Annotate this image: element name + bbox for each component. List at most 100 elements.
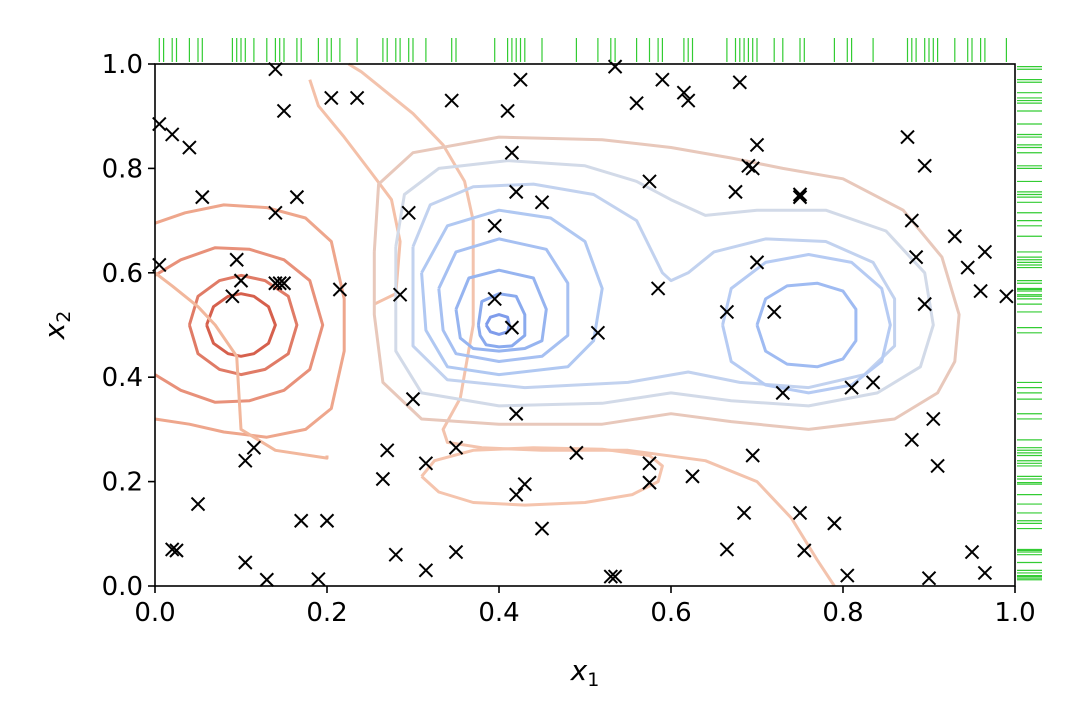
data-point-69 [736, 505, 752, 521]
data-point-66 [719, 542, 735, 557]
data-point-58 [642, 456, 657, 471]
y-axis-label-sub: 2 [53, 311, 75, 323]
x-tick-label-2: 0.4 [478, 598, 519, 628]
data-point-stroke [607, 59, 623, 74]
y-tick-label-5: 1.0 [102, 50, 143, 80]
data-point-stroke [607, 569, 623, 584]
data-point-stroke [534, 195, 550, 210]
data-point-27 [349, 90, 365, 106]
data-point-43 [504, 320, 520, 335]
contour-line-5 [308, 79, 402, 306]
data-point-80 [797, 543, 812, 558]
data-point-47 [513, 72, 528, 87]
y-tick-label-3: 0.6 [102, 259, 143, 289]
y-axis-ticks: 0.0 0.2 0.4 0.6 0.8 1.0 [102, 50, 155, 602]
data-point-stroke [947, 229, 963, 244]
data-point-91 [921, 570, 937, 586]
data-point-stroke [642, 174, 657, 189]
data-point-stroke [401, 205, 416, 220]
data-point-77 [792, 187, 808, 202]
data-point-83 [844, 380, 859, 395]
data-point-stroke [229, 252, 244, 267]
data-point-stroke [977, 565, 993, 581]
data-point-stroke [999, 289, 1014, 304]
data-point-stroke [792, 505, 808, 521]
data-point-stroke [900, 129, 915, 145]
data-point-stroke [375, 471, 391, 487]
contour-line-13 [454, 268, 548, 353]
data-point-67 [728, 184, 743, 200]
data-point-stroke [487, 291, 502, 307]
data-point-stroke [792, 189, 808, 205]
contour-line-16 [721, 253, 892, 395]
contour-line-9 [394, 159, 935, 408]
data-point-89 [917, 296, 932, 312]
x-tick-label-4: 0.8 [822, 598, 863, 628]
data-point-31 [392, 287, 408, 302]
data-point-38 [448, 544, 464, 560]
data-point-stroke [276, 103, 292, 119]
data-point-stroke [164, 542, 180, 557]
data-point-stroke [182, 140, 197, 155]
data-point-stroke [517, 477, 533, 492]
data-point-stroke [246, 440, 262, 455]
data-point-stroke [534, 521, 550, 536]
data-point-stroke [504, 320, 520, 335]
contour-line-10 [411, 182, 897, 390]
x-axis-label: x1 [570, 654, 600, 691]
data-point-53 [607, 569, 623, 584]
data-point-stroke [311, 572, 326, 587]
data-point-stroke [603, 569, 619, 584]
data-point-stroke [766, 304, 782, 320]
data-point-86 [904, 213, 920, 228]
data-point-22 [293, 513, 309, 528]
data-point-34 [418, 563, 434, 578]
data-point-stroke [655, 72, 670, 87]
x-axis-ticks: 0.0 0.2 0.4 0.6 0.8 1.0 [134, 586, 1036, 628]
data-point-81 [827, 516, 842, 531]
data-point-stroke [719, 542, 735, 557]
y-tick-label-4: 0.8 [102, 154, 143, 184]
data-point-19 [272, 276, 287, 291]
data-point-stroke [276, 276, 292, 291]
x-tick-label-3: 0.6 [650, 598, 691, 628]
data-point-25 [324, 90, 339, 106]
contour-line-6 [347, 62, 836, 587]
y-axis-label-base: x [38, 322, 71, 340]
data-point-11 [238, 453, 253, 468]
data-point-stroke [680, 93, 696, 108]
data-point-52 [590, 325, 606, 341]
data-point-stroke [487, 218, 502, 234]
data-point-stroke [195, 189, 210, 205]
data-point-68 [732, 75, 748, 90]
data-point-stroke [642, 456, 657, 471]
scatter-points [152, 59, 1014, 587]
data-point-stroke [719, 304, 735, 320]
data-point-stroke [977, 244, 993, 260]
data-point-12 [246, 440, 262, 455]
data-point-71 [745, 161, 760, 176]
contour-line-15 [484, 313, 511, 336]
data-point-56 [629, 95, 644, 111]
data-point-stroke [741, 158, 756, 173]
data-point-stroke [324, 90, 339, 106]
data-point-33 [405, 391, 421, 407]
data-point-stroke [676, 85, 692, 100]
data-point-stroke [775, 385, 791, 401]
data-point-stroke [388, 547, 404, 562]
data-point-59 [642, 475, 657, 490]
data-point-15 [268, 62, 283, 77]
data-point-26 [332, 282, 348, 297]
data-point-stroke [164, 127, 180, 142]
data-point-93 [930, 458, 945, 474]
data-point-stroke [736, 505, 752, 521]
data-point-84 [865, 375, 881, 390]
contour-line-3 [154, 203, 346, 439]
data-point-stroke [319, 513, 335, 528]
rug-top [158, 38, 1008, 62]
data-point-stroke [169, 543, 184, 558]
data-point-64 [685, 469, 700, 484]
rug-right [1017, 66, 1042, 581]
data-point-37 [448, 440, 464, 455]
data-point-10 [233, 273, 249, 288]
